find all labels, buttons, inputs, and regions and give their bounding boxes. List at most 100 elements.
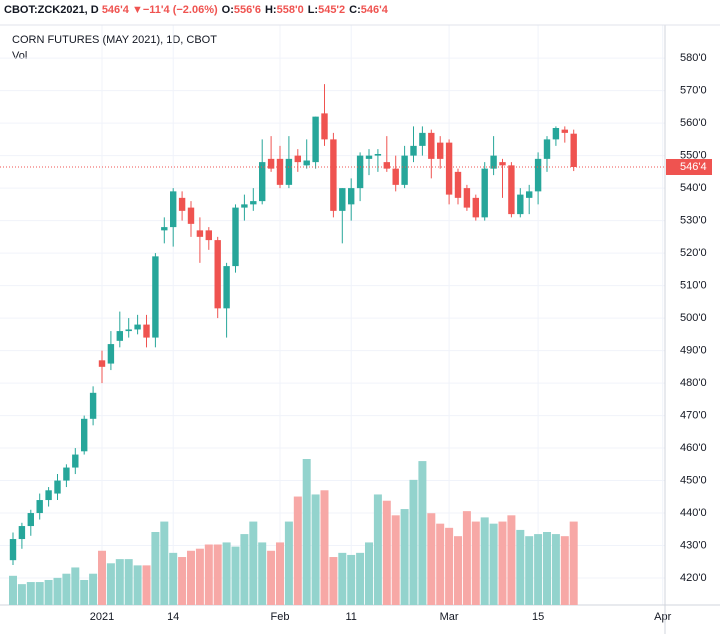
candle-body [250,201,257,205]
volume-bar [560,536,569,605]
y-tick-label: 510'0 [680,280,707,292]
y-tick-label: 460'0 [680,442,707,454]
volume-bar [498,521,507,605]
candle-body [294,155,301,163]
candle-body [481,168,488,218]
y-tick-label: 540'0 [680,182,707,194]
candle-body [259,162,266,202]
x-tick-label: Apr [654,611,671,623]
candle-body [472,197,479,218]
volume-bar [329,557,338,605]
candle-body [125,329,132,332]
candle-body [383,162,390,169]
volume-bar [284,521,293,605]
candle-body [267,158,275,169]
candle-body [18,526,26,540]
last-price: 546'4 [101,4,129,16]
x-tick-label: 15 [532,611,544,623]
volume-bar [525,536,534,605]
last-price-label: 546'4 [680,161,707,173]
volume-bar [71,567,80,605]
field-value: 556'6 [233,4,261,16]
candle-body [187,207,195,224]
volume-bar [106,563,115,605]
volume-bar [187,550,195,605]
volume-bar [293,496,302,605]
volume-bar [169,552,178,605]
candle-body [241,204,248,208]
volume-bar [151,532,160,605]
volume-bar [320,490,329,605]
volume-bar [53,577,62,605]
candle-body [419,132,426,146]
volume-bar [365,542,373,605]
candle-body [365,155,373,159]
field-value: 546'4 [360,4,388,16]
y-tick-label: 490'0 [680,344,707,356]
candle-body [143,324,150,338]
volume-bar [382,500,391,605]
volume-bar [267,550,276,605]
x-tick-label: 2021 [90,611,114,623]
volume-bar [133,565,142,605]
candle-body [463,188,471,208]
candle-body [9,539,17,561]
field-key: H: [264,4,277,16]
volume-bar [311,494,320,605]
volume-bar [436,523,445,605]
volume-bar [178,557,187,605]
candle-body [72,454,79,468]
volume-bar [142,565,151,605]
candle-body [178,197,186,211]
x-tick-label: 14 [167,611,179,623]
volume-bar [543,532,551,605]
volume-bar [400,509,409,605]
field-key: L: [307,4,319,16]
volume-bar [489,523,498,605]
x-tick-label: 11 [345,611,356,623]
volume-bar [80,579,89,605]
volume-bar [427,513,436,605]
volume-bar [373,494,382,605]
y-tick-label: 580'0 [680,52,707,64]
x-tick-label: Mar [440,611,459,623]
volume-bar [454,536,462,605]
volume-bar [204,544,213,605]
volume-bar [516,529,525,605]
volume-bar [551,534,560,605]
candle-body [152,256,159,338]
candle-body [339,188,346,211]
candle-body [348,188,355,205]
volume-bar [231,546,240,605]
candle-body [534,158,542,192]
y-tick-label: 470'0 [680,409,707,421]
candle-body [401,155,408,185]
volume-bar [418,461,427,605]
symbol: CBOT:ZCK2021, D [4,4,99,16]
y-tick-label: 420'0 [680,572,707,584]
y-tick-label: 560'0 [680,117,707,129]
candle-body [356,155,364,189]
y-tick-label: 480'0 [680,377,707,389]
candle-body [303,160,310,166]
y-tick-label: 500'0 [680,312,707,324]
candle-body [134,324,141,330]
candle-body [223,266,230,309]
volume-bar [240,534,249,605]
candle-body [561,129,568,133]
volume-bar [115,559,124,605]
candle-body [107,344,115,364]
candle-body [89,392,97,419]
candle-body [499,162,506,166]
volume-bar [569,521,578,605]
volume-bar [222,542,231,605]
candle-body [330,139,337,211]
y-tick-label: 450'0 [680,474,707,486]
volume-bar [462,511,471,605]
last-price-box [666,158,712,175]
field-value: 558'0 [276,4,304,16]
candle-body [285,158,293,185]
y-tick-label: 530'0 [680,215,707,227]
field-key: C: [349,4,361,16]
